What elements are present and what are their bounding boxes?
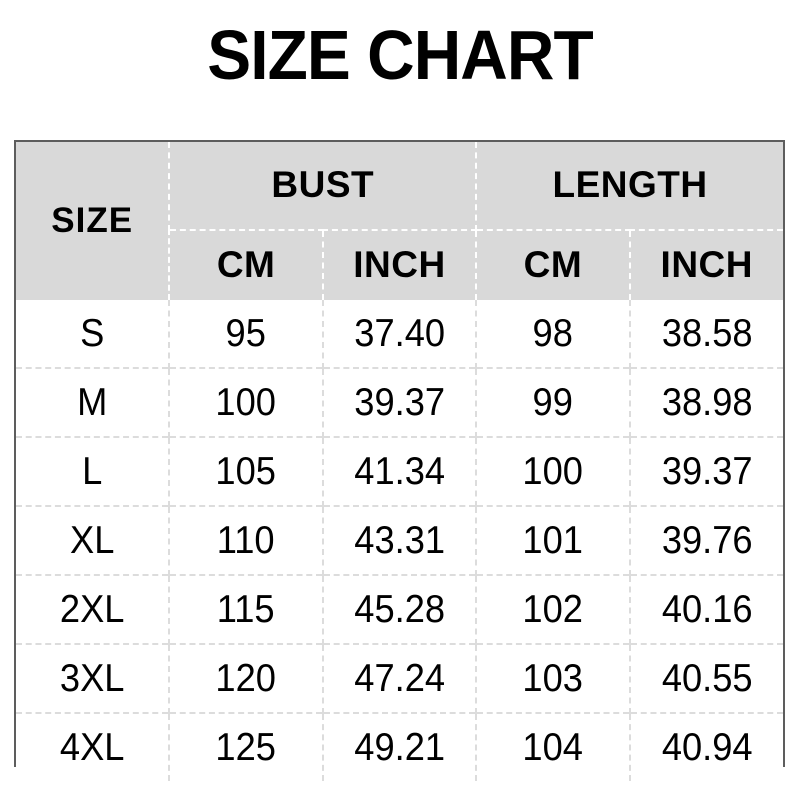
cell-size-text: L <box>82 450 103 493</box>
cell-bust-inch: 49.21 <box>322 712 478 781</box>
cell-length-cm-text: 101 <box>522 519 584 562</box>
table-row: S 95 37.40 98 38.58 <box>16 300 783 368</box>
cell-bust-cm-text: 115 <box>217 588 275 631</box>
cell-size-text: XL <box>70 519 115 562</box>
cell-size: XL <box>16 505 171 575</box>
cell-bust-inch: 45.28 <box>322 574 478 644</box>
cell-bust-inch-text: 41.34 <box>354 450 445 493</box>
cell-length-cm: 104 <box>476 712 631 781</box>
cell-size-text: S <box>80 312 105 355</box>
cell-length-inch-text: 40.16 <box>661 588 753 631</box>
table-header: SIZE BUST LENGTH CM INCH CM INCH <box>16 142 783 300</box>
cell-length-inch-text: 40.94 <box>661 726 753 769</box>
cell-bust-cm-text: 100 <box>215 381 277 424</box>
cell-length-inch: 40.94 <box>629 712 783 781</box>
cell-bust-cm: 110 <box>169 505 324 575</box>
column-header-length-inch: INCH <box>629 230 783 300</box>
cell-bust-inch-text: 47.24 <box>354 657 445 700</box>
cell-bust-inch-text: 37.40 <box>354 312 445 355</box>
cell-size: 4XL <box>16 712 171 781</box>
table-row: M 100 39.37 99 38.98 <box>16 367 783 437</box>
column-header-bust-inch: INCH <box>322 230 478 300</box>
cell-bust-cm-text: 95 <box>225 312 267 355</box>
cell-length-inch-text: 40.55 <box>661 657 753 700</box>
header-row-units: CM INCH CM INCH <box>16 230 783 300</box>
cell-bust-cm-text: 120 <box>215 657 277 700</box>
cell-size: M <box>16 367 171 437</box>
cell-bust-cm: 120 <box>169 643 324 713</box>
column-group-header-length: LENGTH <box>476 142 783 231</box>
table-body: S 95 37.40 98 38.58 M 100 39.37 99 38.98… <box>16 300 783 781</box>
cell-length-inch-text: 39.37 <box>661 450 753 493</box>
column-header-size: SIZE <box>16 142 171 300</box>
cell-length-cm-text: 103 <box>522 657 584 700</box>
cell-length-inch: 39.76 <box>629 505 783 575</box>
cell-length-inch: 40.16 <box>629 574 783 644</box>
cell-length-inch: 40.55 <box>629 643 783 713</box>
cell-size-text: M <box>77 381 108 424</box>
cell-bust-inch: 47.24 <box>322 643 478 713</box>
cell-bust-inch: 41.34 <box>322 436 478 506</box>
cell-bust-cm: 115 <box>169 574 324 644</box>
cell-bust-cm-text: 110 <box>217 519 275 562</box>
table-row: L 105 41.34 100 39.37 <box>16 436 783 506</box>
cell-size: 2XL <box>16 574 171 644</box>
cell-bust-inch-text: 45.28 <box>354 588 445 631</box>
column-header-length-cm: CM <box>476 230 631 300</box>
header-row-groups: SIZE BUST LENGTH <box>16 142 783 300</box>
cell-length-cm-text: 98 <box>532 312 574 355</box>
cell-length-cm: 99 <box>476 367 631 437</box>
table-row: 3XL 120 47.24 103 40.55 <box>16 643 783 713</box>
cell-size-text: 3XL <box>59 657 125 700</box>
cell-bust-cm: 125 <box>169 712 324 781</box>
cell-length-cm-text: 102 <box>522 588 584 631</box>
cell-length-cm: 100 <box>476 436 631 506</box>
cell-bust-inch: 37.40 <box>322 300 478 368</box>
cell-size-text: 2XL <box>59 588 125 631</box>
column-header-bust-cm: CM <box>169 230 324 300</box>
cell-bust-cm-text: 105 <box>215 450 277 493</box>
cell-length-cm-text: 100 <box>522 450 584 493</box>
cell-bust-inch-text: 43.31 <box>354 519 445 562</box>
size-chart-table: SIZE BUST LENGTH CM INCH CM INCH S 95 37… <box>16 142 783 781</box>
column-group-header-bust: BUST <box>169 142 478 231</box>
cell-bust-inch-text: 39.37 <box>354 381 445 424</box>
cell-bust-cm: 95 <box>169 300 324 368</box>
cell-size: S <box>16 300 171 368</box>
table-row: 4XL 125 49.21 104 40.94 <box>16 712 783 781</box>
cell-bust-inch: 39.37 <box>322 367 478 437</box>
cell-bust-cm: 100 <box>169 367 324 437</box>
cell-length-cm-text: 99 <box>532 381 574 424</box>
cell-length-cm: 98 <box>476 300 631 368</box>
cell-length-inch-text: 39.76 <box>661 519 753 562</box>
cell-size-text: 4XL <box>59 726 125 769</box>
cell-length-inch: 38.98 <box>629 367 783 437</box>
cell-size: L <box>16 436 171 506</box>
cell-length-inch: 39.37 <box>629 436 783 506</box>
cell-length-cm-text: 104 <box>522 726 584 769</box>
cell-length-inch-text: 38.58 <box>661 312 753 355</box>
cell-length-cm: 102 <box>476 574 631 644</box>
cell-bust-inch: 43.31 <box>322 505 478 575</box>
cell-bust-cm: 105 <box>169 436 324 506</box>
cell-size: 3XL <box>16 643 171 713</box>
cell-length-inch-text: 38.98 <box>661 381 753 424</box>
cell-length-cm: 103 <box>476 643 631 713</box>
table-row: XL 110 43.31 101 39.76 <box>16 505 783 575</box>
cell-bust-cm-text: 125 <box>215 726 277 769</box>
cell-length-inch: 38.58 <box>629 300 783 368</box>
page-title: SIZE CHART <box>207 16 593 94</box>
table-row: 2XL 115 45.28 102 40.16 <box>16 574 783 644</box>
cell-length-cm: 101 <box>476 505 631 575</box>
cell-bust-inch-text: 49.21 <box>354 726 445 769</box>
size-chart-table-container: SIZE BUST LENGTH CM INCH CM INCH S 95 37… <box>14 140 785 781</box>
